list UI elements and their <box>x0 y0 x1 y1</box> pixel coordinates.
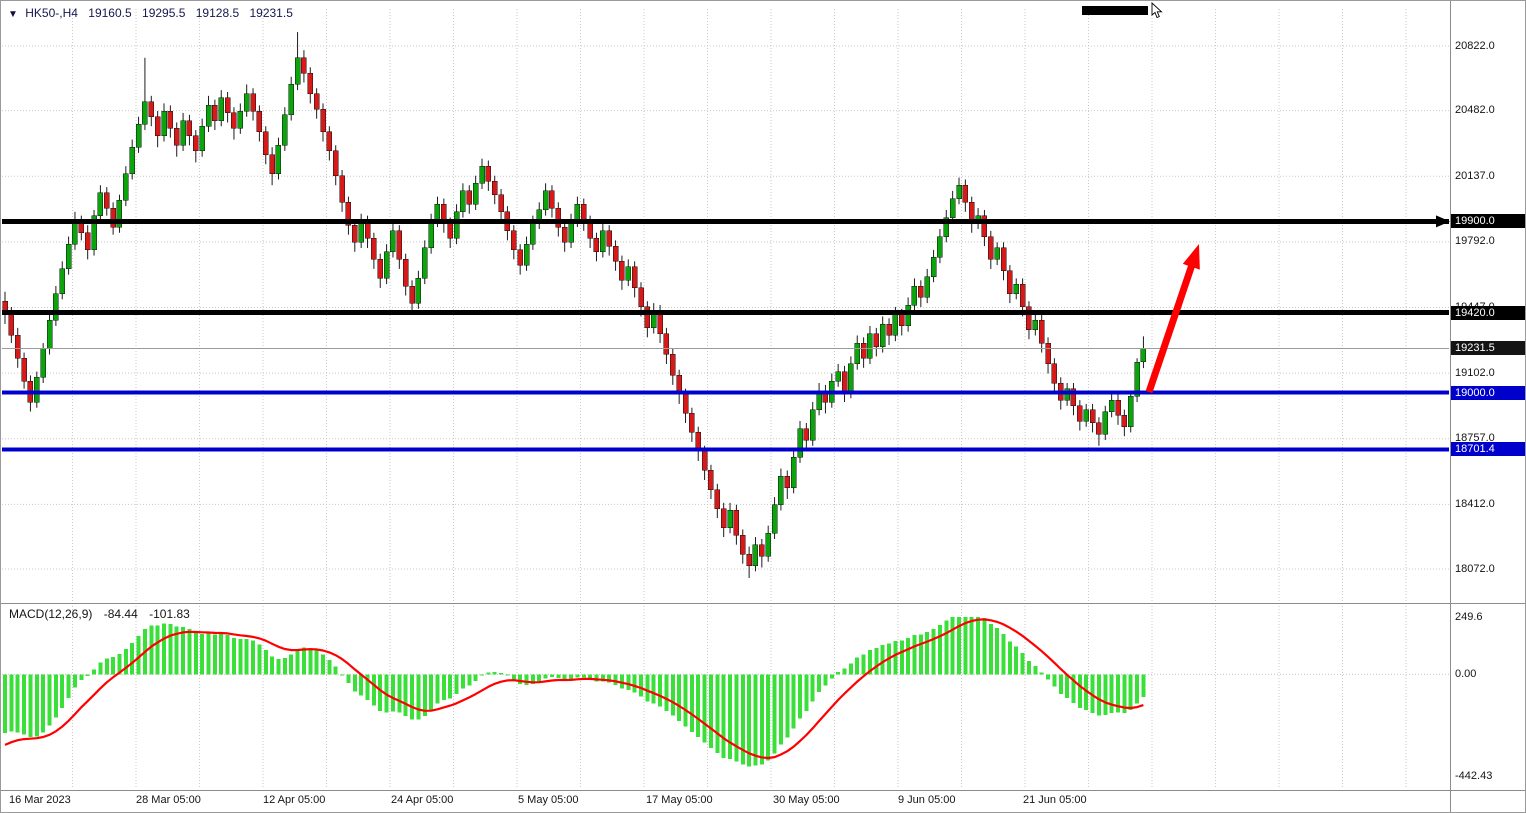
ohlc-close: 19231.5 <box>249 6 293 20</box>
trend-projection-arrow[interactable] <box>1145 244 1200 394</box>
price-axis-label: 19792.0 <box>1455 235 1495 248</box>
price-scale-separator <box>1450 1 1451 812</box>
macd-histogram <box>3 617 1146 767</box>
mouse-cursor-icon <box>1151 2 1163 19</box>
price-level-badge-19420.0[interactable]: 19420.0 <box>1451 305 1525 320</box>
price-axis-label: 20822.0 <box>1455 39 1495 52</box>
price-axis-label: 18072.0 <box>1455 562 1495 575</box>
macd-name: MACD(12,26,9) <box>9 607 93 621</box>
price-level-badge-19900.0[interactable]: 19900.0 <box>1451 214 1525 229</box>
symbol-period-label: HK50-,H4 <box>25 6 78 20</box>
time-axis-label: 28 Mar 05:00 <box>136 794 201 806</box>
macd-axis-label: -442.43 <box>1455 769 1493 782</box>
macd-panel-separator <box>1 603 1525 604</box>
chart-header: ▼ HK50-,H4 19160.5 19295.5 19128.5 19231… <box>8 6 300 20</box>
macd-value-signal: -101.83 <box>149 607 190 621</box>
macd-indicator-label: MACD(12,26,9) -84.44 -101.83 <box>9 607 198 621</box>
time-axis-label: 30 May 05:00 <box>773 794 840 806</box>
macd-signal-line <box>4 618 1144 760</box>
macd-axis-label: 0.00 <box>1455 667 1477 680</box>
ohlc-open: 19160.5 <box>88 6 132 20</box>
macd-value-main: -84.44 <box>103 607 138 621</box>
chart-marker-icon: ▼ <box>8 9 18 20</box>
price-levels[interactable] <box>2 215 1450 452</box>
time-axis-label: 21 Jun 05:00 <box>1023 794 1087 806</box>
time-axis-label: 17 May 05:00 <box>646 794 713 806</box>
price-axis-label: 18757.0 <box>1455 432 1495 445</box>
price-level-badge-18701.4[interactable]: 18701.4 <box>1451 442 1525 457</box>
price-level-badge-19231.5[interactable]: 19231.5 <box>1451 341 1525 356</box>
time-axis-separator <box>1 790 1525 791</box>
ohlc-low: 19128.5 <box>195 6 240 20</box>
top-black-strip <box>1082 6 1148 15</box>
price-level-badge-19000.0[interactable]: 19000.0 <box>1451 385 1525 400</box>
time-axis-label: 5 May 05:00 <box>518 794 579 806</box>
time-axis-label: 12 Apr 05:00 <box>263 794 326 806</box>
time-axis-label: 16 Mar 2023 <box>9 794 71 806</box>
candles <box>2 32 1147 578</box>
line-end-arrow-icon <box>1436 215 1450 228</box>
macd-axis-label: 249.6 <box>1455 610 1483 623</box>
arrow-head-icon <box>1182 244 1200 270</box>
ohlc-high: 19295.5 <box>142 6 186 20</box>
price-axis-label: 20482.0 <box>1455 104 1495 117</box>
price-axis-label: 18412.0 <box>1455 497 1495 510</box>
gridlines <box>2 9 1449 789</box>
price-axis-label: 19102.0 <box>1455 366 1495 379</box>
price-axis-label: 20137.0 <box>1455 169 1495 182</box>
time-axis-label: 9 Jun 05:00 <box>898 794 956 806</box>
time-axis-label: 24 Apr 05:00 <box>391 794 454 806</box>
